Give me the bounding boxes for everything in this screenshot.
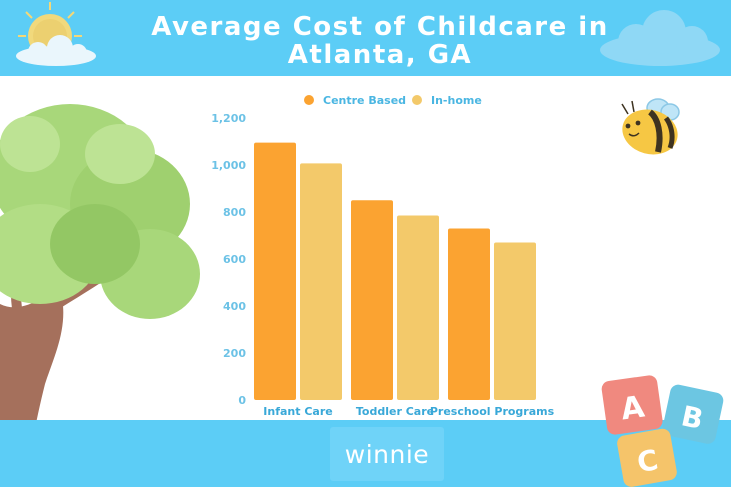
x-category-label: Toddler Care	[356, 405, 434, 418]
y-tick-label: 0	[238, 394, 246, 407]
winnie-logo: winnie	[330, 427, 444, 481]
y-tick-label: 600	[223, 253, 246, 266]
cloud-icon	[16, 35, 96, 66]
legend-label: In-home	[431, 94, 482, 107]
header-band	[0, 0, 731, 76]
sun-icon	[16, 2, 96, 66]
legend-label: Centre Based	[323, 94, 406, 107]
bar-in-home	[397, 215, 439, 400]
y-tick-label: 200	[223, 347, 246, 360]
chart-legend: Centre Based In-home	[304, 94, 482, 107]
tree-illustration	[0, 104, 200, 484]
bar-in-home	[494, 242, 536, 400]
title-line-1: Average Cost of Childcare in	[151, 12, 609, 42]
legend-swatch	[304, 95, 314, 105]
bars-group	[254, 142, 536, 401]
bee-icon	[621, 98, 680, 155]
x-category-label: Preschool Programs	[430, 405, 555, 418]
bar-in-home	[300, 163, 342, 400]
page-title: Average Cost of Childcare in Atlanta, GA	[130, 13, 630, 69]
y-tick-label: 400	[223, 300, 246, 313]
y-axis: 0 200 400 600 800 1,000 1,200	[211, 112, 246, 407]
abc-blocks: A B C	[601, 375, 724, 487]
y-tick-label: 1,200	[211, 112, 246, 125]
y-tick-label: 1,000	[211, 159, 246, 172]
y-tick-label: 800	[223, 206, 246, 219]
block-letter-a: A	[619, 389, 648, 427]
logo-text: winnie	[344, 439, 430, 469]
title-line-2: Atlanta, GA	[287, 40, 473, 70]
x-category-label: Infant Care	[263, 405, 332, 418]
legend-swatch	[412, 95, 422, 105]
bar-centre-based	[351, 200, 393, 400]
bar-centre-based	[448, 228, 490, 400]
bar-centre-based	[254, 142, 296, 401]
cloud-icon	[600, 10, 720, 66]
